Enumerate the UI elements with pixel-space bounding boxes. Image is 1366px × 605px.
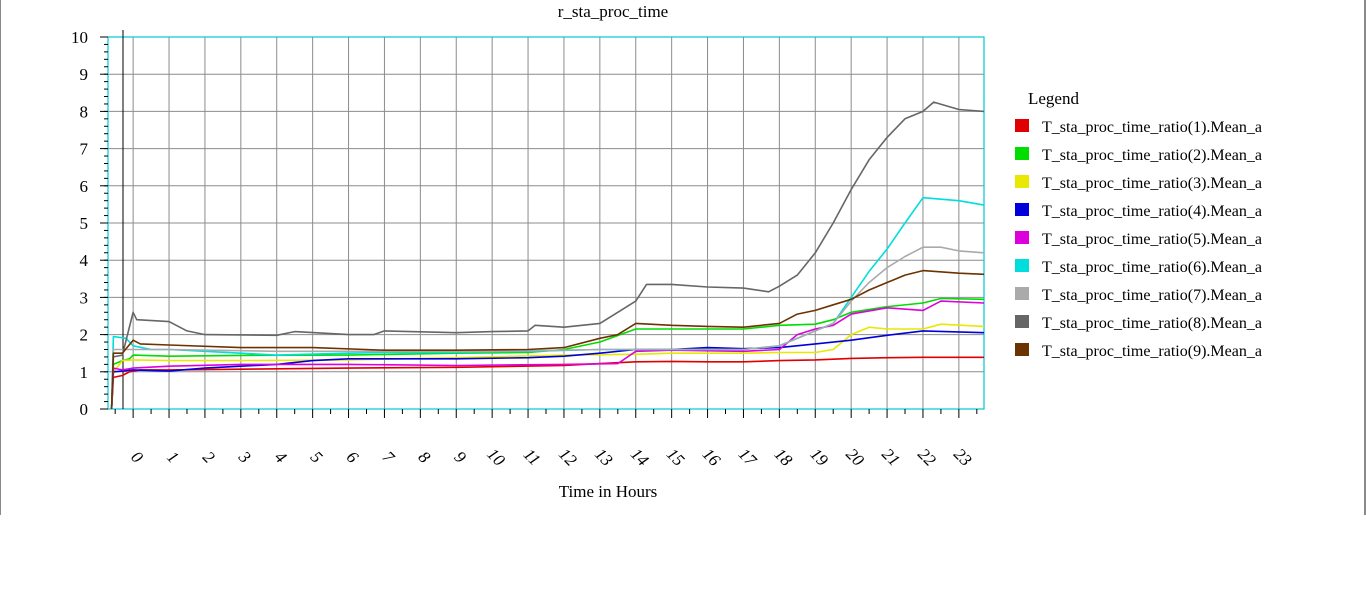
x-tick-label: 5 xyxy=(307,447,326,466)
legend-label-2: T_sta_proc_time_ratio(2).Mean_a xyxy=(1042,147,1262,164)
legend-label-8: T_sta_proc_time_ratio(8).Mean_a xyxy=(1042,315,1262,332)
series-lines xyxy=(110,101,985,410)
legend-label-6: T_sta_proc_time_ratio(6).Mean_a xyxy=(1042,259,1262,276)
window-border-left xyxy=(0,0,1,515)
series-line-5 xyxy=(110,300,985,410)
series-line-9 xyxy=(110,269,985,410)
x-tick-label: 3 xyxy=(234,447,254,467)
legend-swatch-3 xyxy=(1015,175,1029,188)
x-axis-label: Time in Hours xyxy=(559,482,658,501)
y-tick-label: 6 xyxy=(80,177,89,196)
x-tick-label: 18 xyxy=(771,444,797,470)
series-line-6 xyxy=(110,196,985,410)
y-tick-label: 8 xyxy=(80,102,89,121)
y-tick-label: 7 xyxy=(80,140,89,159)
series-line-4 xyxy=(110,330,985,410)
legend-label-7: T_sta_proc_time_ratio(7).Mean_a xyxy=(1042,287,1262,304)
x-tick-label: 4 xyxy=(271,447,291,467)
x-tick-label: 1 xyxy=(163,447,182,466)
x-tick-label: 23 xyxy=(950,444,975,469)
y-tick-label: 2 xyxy=(80,326,89,345)
x-tick-label: 15 xyxy=(663,444,688,469)
legend-swatch-1 xyxy=(1015,119,1029,132)
chart-title: r_sta_proc_time xyxy=(558,2,668,21)
x-tick-label: 11 xyxy=(520,445,545,470)
legend-swatch-8 xyxy=(1015,315,1029,328)
y-tick-label: 3 xyxy=(80,288,89,307)
legend: Legend T_sta_proc_time_ratio(1).Mean_a T_… xyxy=(1015,89,1262,360)
legend-swatch-2 xyxy=(1015,147,1029,160)
legend-label-9: T_sta_proc_time_ratio(9).Mean_a xyxy=(1042,343,1262,360)
x-tick-label: 6 xyxy=(343,447,363,467)
y-tick-label: 10 xyxy=(71,28,88,47)
legend-swatch-7 xyxy=(1015,287,1029,300)
y-tick-label: 4 xyxy=(80,251,89,270)
legend-label-1: T_sta_proc_time_ratio(1).Mean_a xyxy=(1042,119,1262,136)
x-tick-label: 13 xyxy=(591,444,616,469)
y-tick-label: 1 xyxy=(80,363,89,382)
series-line-7 xyxy=(110,246,985,410)
legend-label-3: T_sta_proc_time_ratio(3).Mean_a xyxy=(1042,175,1262,192)
x-tick-label: 20 xyxy=(842,444,868,470)
x-tick-label: 22 xyxy=(914,444,940,470)
legend-swatch-6 xyxy=(1015,259,1029,272)
y-tick-label: 0 xyxy=(80,400,89,419)
x-tick-label: 21 xyxy=(878,444,903,469)
series-line-2 xyxy=(110,297,985,410)
y-tick-label: 5 xyxy=(80,214,89,233)
legend-swatch-9 xyxy=(1015,343,1029,356)
x-tick-label: 19 xyxy=(806,444,832,470)
legend-title: Legend xyxy=(1028,89,1079,108)
grid xyxy=(107,36,985,410)
legend-swatch-5 xyxy=(1015,231,1029,244)
x-tick-label: 10 xyxy=(483,444,509,470)
legend-label-5: T_sta_proc_time_ratio(5).Mean_a xyxy=(1042,231,1262,248)
series-line-8 xyxy=(110,101,985,410)
y-tick-label: 9 xyxy=(80,65,89,84)
legend-swatch-4 xyxy=(1015,203,1029,216)
x-tick-label: 2 xyxy=(199,447,219,467)
x-tick-label: 0 xyxy=(127,447,147,467)
x-tick-label: 16 xyxy=(699,444,725,470)
window-border-right xyxy=(1364,0,1366,515)
x-tick-label: 8 xyxy=(415,447,435,467)
x-tick-label: 7 xyxy=(379,447,400,468)
x-tick-label: 12 xyxy=(555,444,581,470)
x-tick-label: 9 xyxy=(450,447,470,467)
x-tick-label: 17 xyxy=(735,444,762,471)
x-tick-label: 14 xyxy=(627,444,653,470)
legend-label-4: T_sta_proc_time_ratio(4).Mean_a xyxy=(1042,203,1262,220)
series-line-3 xyxy=(110,323,985,410)
